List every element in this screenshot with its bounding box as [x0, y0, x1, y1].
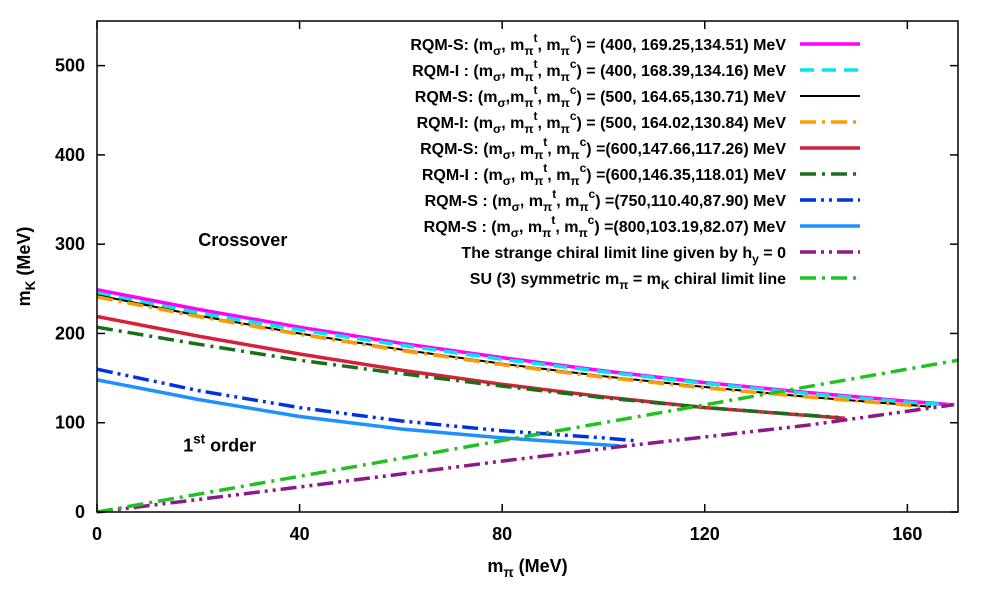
y-tick-label: 500 [55, 56, 85, 76]
series-line-6 [96, 325, 839, 420]
curves-layer [96, 287, 959, 514]
series-line-8 [96, 378, 620, 448]
series-line-10 [96, 358, 959, 514]
y-tick-label: 200 [55, 323, 85, 343]
legend-label-2: RQM-I : (mσ​, mπt​, mπc​) = (400, 168.39… [412, 57, 786, 84]
series-line-9 [96, 403, 954, 514]
axis-ticks: 0 40 80 120 160 0 100 200 300 400 500 [55, 21, 958, 544]
x-axis-label: mπ​ (MeV) [487, 556, 567, 580]
annotation-2: 1st order [183, 431, 256, 455]
legend-label-8: RQM-S : (mσ​, mπt​, mπc​) =(800,103.19,8… [424, 213, 787, 240]
series-line-7 [96, 367, 635, 443]
plot-frame [96, 20, 959, 513]
y-tick-label: 400 [55, 145, 85, 165]
legend-label-4: RQM-I: (mσ​, mπt​, mπc​) = (500, 164.02,… [417, 109, 787, 136]
x-tick-label: 40 [290, 524, 310, 544]
legend-label-7: RQM-S : (mσ​, mπt​, mπc​) =(750,110.40,8… [425, 187, 787, 214]
annotation-1: Crossover [198, 230, 287, 250]
series-line-1 [96, 287, 955, 407]
y-tick-label: 0 [75, 502, 85, 522]
y-tick-label: 100 [55, 413, 85, 433]
x-tick-label: 0 [92, 524, 102, 544]
x-tick-label: 80 [492, 524, 512, 544]
legend-label-1: RQM-S: (mσ​, mπt​, mπc​) = (400, 169.25,… [410, 31, 786, 58]
legend: RQM-S: (mσ​, mπt​, mπc​) = (400, 169.25,… [410, 31, 860, 292]
legend-label-5: RQM-S: (mσ​, mπt​, mπc​) =(600,147.66,11… [420, 135, 786, 162]
series-line-2 [96, 291, 950, 407]
x-tick-label: 160 [892, 524, 922, 544]
legend-label-10: SU (3) symmetric mπ​ = mK​ chiral limit … [470, 271, 786, 292]
y-axis-label: mK​ (MeV) [14, 227, 38, 307]
x-tick-label: 120 [690, 524, 720, 544]
y-tick-label: 300 [55, 234, 85, 254]
legend-label-3: RQM-S: (mσ​,mπt​, mπc​) = (500, 164.65,1… [415, 83, 787, 110]
legend-label-6: RQM-I : (mσ​, mπt​, mπc​) =(600,146.35,1… [422, 161, 786, 188]
legend-label-9: The strange chiral limit line given by h… [461, 245, 786, 266]
annotations: Crossover 1st order [183, 230, 287, 455]
